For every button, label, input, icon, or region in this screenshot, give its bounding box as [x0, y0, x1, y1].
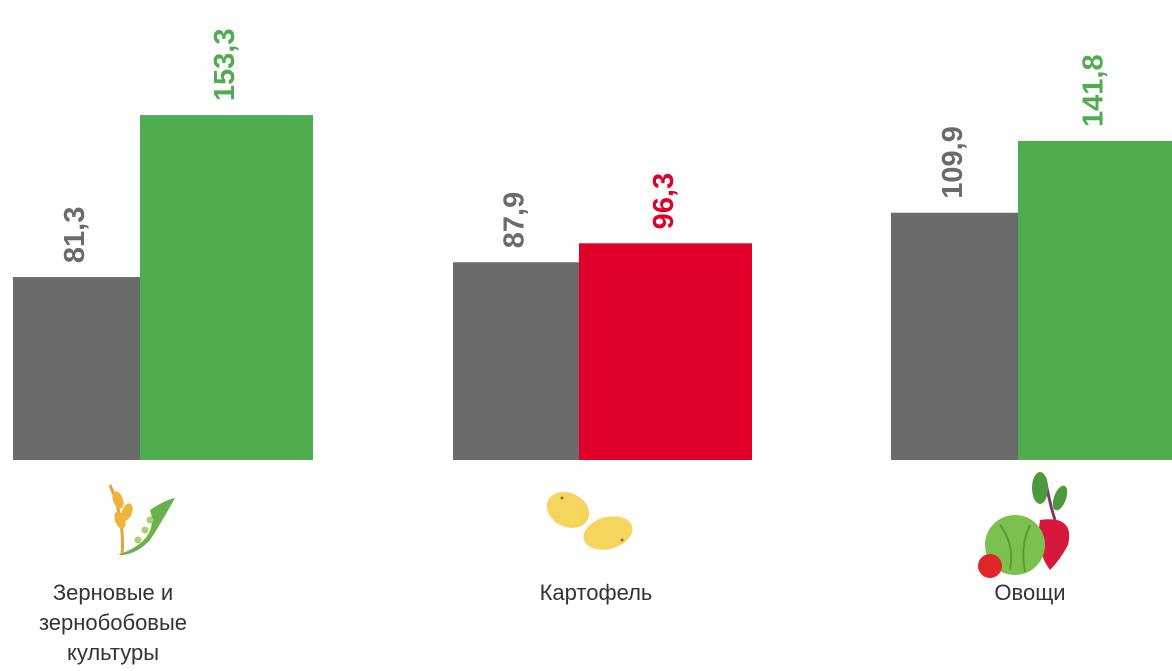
vegetable-icon — [978, 472, 1070, 578]
value-label: 109,9 — [937, 126, 969, 199]
bar — [891, 212, 1018, 460]
category-label: Овощи — [994, 580, 1066, 605]
category-label: Картофель — [539, 580, 653, 605]
value-label: 96,3 — [648, 173, 680, 229]
bar — [140, 115, 313, 460]
value-label: 153,3 — [209, 28, 241, 101]
grain-icon — [108, 484, 175, 556]
bar — [453, 262, 579, 460]
value-label: 87,9 — [499, 192, 531, 248]
potato-icon — [546, 492, 633, 550]
bar — [13, 277, 140, 460]
bar — [1018, 140, 1172, 460]
value-label: 81,3 — [59, 207, 91, 263]
value-label: 141,8 — [1078, 54, 1110, 127]
bar — [579, 243, 752, 460]
category-label: Зерновые и зернобобовые культуры — [38, 580, 188, 665]
